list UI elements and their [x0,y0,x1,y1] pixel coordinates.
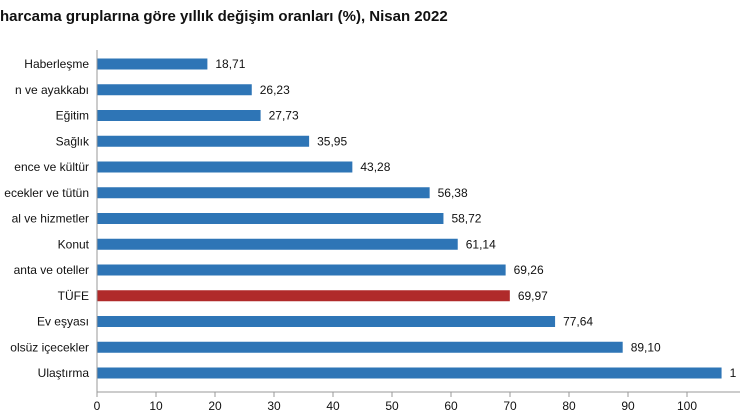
x-tick-label-6: 60 [444,399,458,413]
category-label-1: n ve ayakkabı [15,83,89,97]
bar-0 [97,58,208,70]
x-tick-label-7: 70 [503,399,517,413]
category-label-7: Konut [58,237,90,251]
value-label-10: 77,64 [563,315,593,329]
category-label-0: Haberleşme [24,57,89,71]
bar-5 [97,187,430,199]
bar-10 [97,316,556,327]
bar-6 [97,213,444,224]
value-label-8: 69,26 [514,263,544,277]
x-tick-label-2: 20 [208,399,222,413]
bar-4 [97,161,353,173]
x-tick-label-3: 30 [267,399,281,413]
value-label-9: 69,97 [518,289,548,303]
value-label-6: 58,72 [451,212,481,226]
x-tick-label-10: 100 [677,399,697,413]
category-label-2: Eğitim [56,109,89,123]
bar-3 [97,135,310,147]
x-tick-label-9: 90 [621,399,635,413]
bar-8 [97,264,506,276]
x-tick-label-8: 80 [562,399,576,413]
x-tick-label-5: 50 [385,399,399,413]
category-label-6: al ve hizmetler [12,212,89,226]
bar-1 [97,84,252,96]
x-tick-label-0: 0 [94,399,101,413]
bar-2 [97,110,261,121]
category-label-9: TÜFE [58,289,89,303]
bar-9 [97,290,510,302]
category-label-10: Ev eşyası [37,315,89,329]
category-label-3: Sağlık [56,134,90,148]
category-label-4: ence ve kültür [14,160,89,174]
bar-7 [97,238,458,250]
value-label-3: 35,95 [317,134,347,148]
value-label-4: 43,28 [360,160,390,174]
category-label-8: anta ve oteller [14,263,89,277]
bar-11 [97,341,623,353]
value-label-7: 61,14 [466,237,496,251]
category-label-12: Ulaştırma [38,366,90,380]
category-label-11: olsüz içecekler [10,340,89,354]
value-label-1: 26,23 [260,83,290,97]
chart-title: harcama gruplarına göre yıllık değişim o… [0,8,448,25]
x-tick-label-1: 10 [149,399,163,413]
category-label-5: ecekler ve tütün [4,186,89,200]
value-label-0: 18,71 [215,57,245,71]
value-label-12: 1 [730,366,737,380]
value-label-5: 56,38 [438,186,468,200]
value-label-11: 89,10 [631,340,661,354]
value-label-2: 27,73 [269,109,299,123]
bar-12 [97,367,722,379]
x-tick-label-4: 40 [326,399,340,413]
